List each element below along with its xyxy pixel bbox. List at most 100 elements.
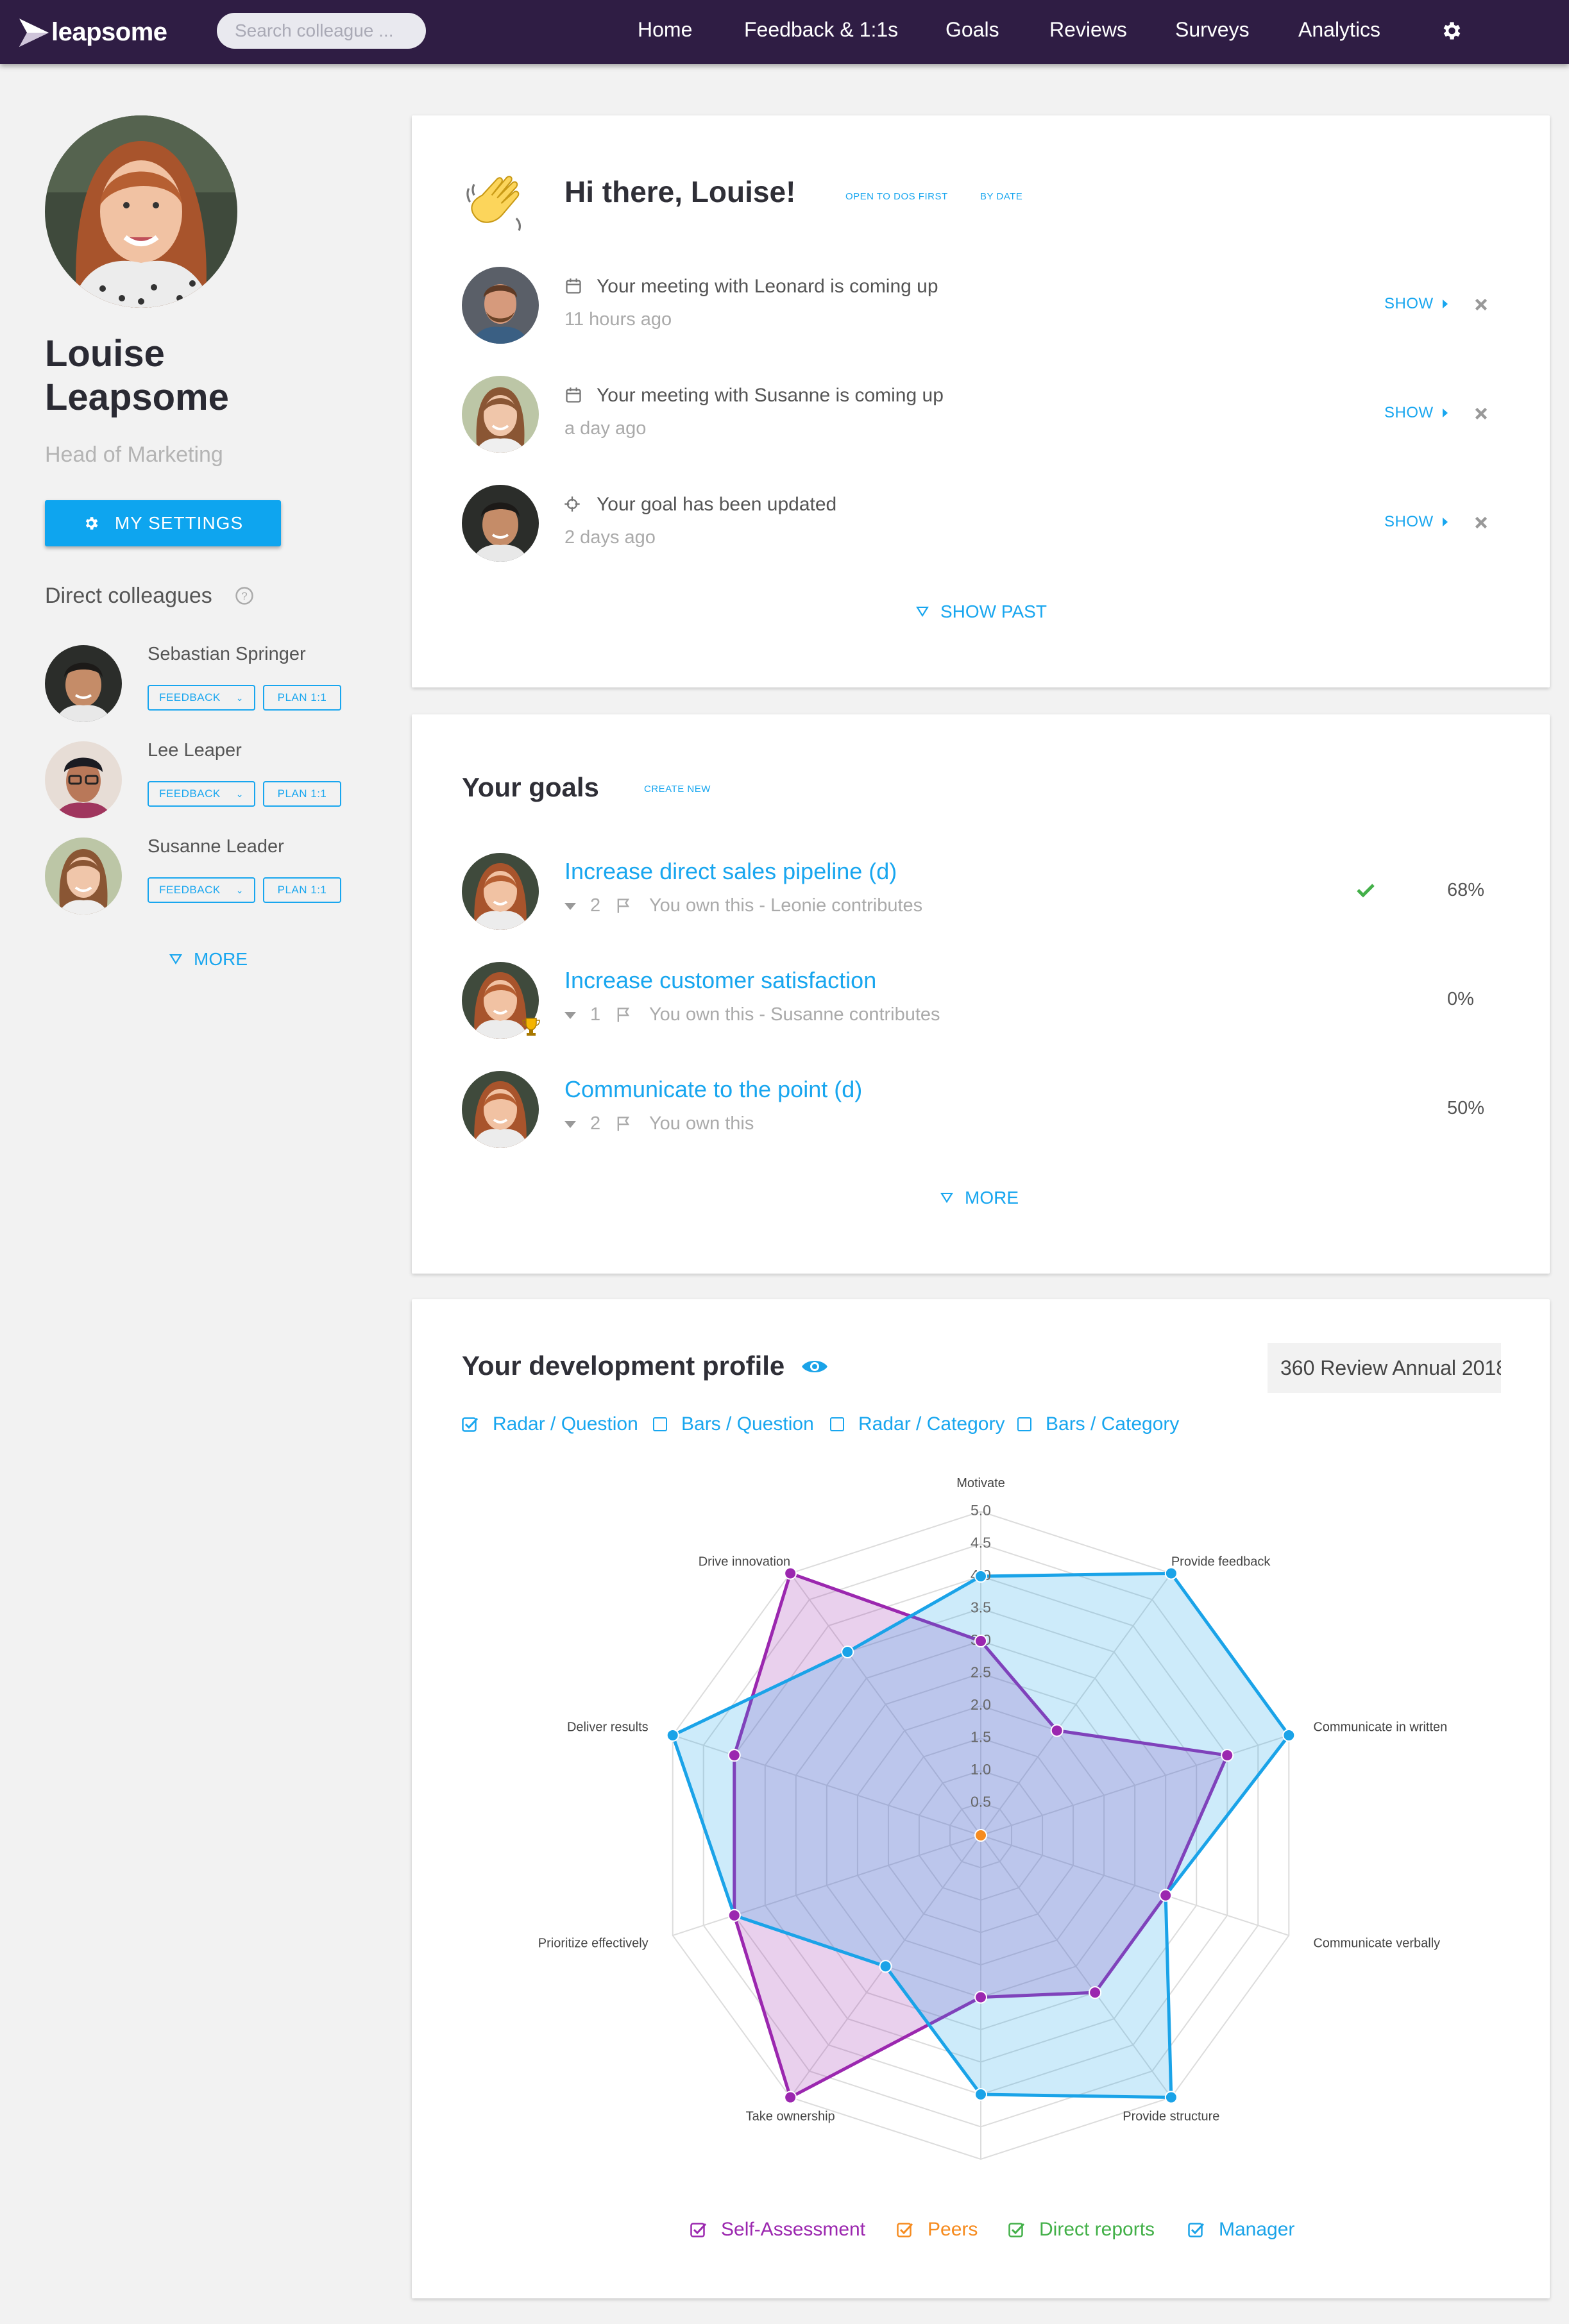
- development-title: Your development profile: [462, 1351, 785, 1381]
- triangle-right-icon: [1442, 518, 1448, 526]
- show-button[interactable]: SHOW: [1384, 513, 1448, 531]
- goal-ownership: You own this - Susanne contributes: [649, 1004, 940, 1025]
- sort-by-date[interactable]: BY DATE: [980, 191, 1023, 202]
- top-navbar: leapsome Home Feedback & 1:1s Goals Revi…: [0, 0, 1569, 64]
- lee-portrait: [45, 741, 122, 818]
- dismiss-icon[interactable]: [1473, 296, 1489, 313]
- radar-point: [974, 1635, 987, 1647]
- colleague-avatar-lee[interactable]: [45, 741, 122, 818]
- help-icon[interactable]: ?: [235, 586, 254, 605]
- gear-icon[interactable]: [1439, 19, 1463, 42]
- profile-role: Head of Marketing: [45, 442, 223, 467]
- checkbox-checked-icon: [1188, 2223, 1205, 2237]
- radar-point: [1164, 2091, 1178, 2104]
- goal-progress: 68%: [1447, 880, 1485, 900]
- more-colleagues-link[interactable]: MORE: [169, 949, 248, 970]
- create-goal-link[interactable]: CREATE NEW: [644, 784, 711, 795]
- feedback-dropdown-button[interactable]: FEEDBACK ⌄: [148, 877, 255, 903]
- goal-title-link[interactable]: Increase customer satisfaction: [564, 967, 877, 993]
- gear-icon: [85, 517, 98, 530]
- avatar: [462, 376, 539, 453]
- greeting-title: Hi there, Louise!: [564, 175, 796, 208]
- profile-avatar[interactable]: [45, 115, 237, 308]
- goals-title: Your goals: [462, 772, 599, 802]
- my-settings-button[interactable]: MY SETTINGS: [45, 500, 281, 546]
- radar-tick-label: 5.0: [971, 1502, 991, 1519]
- nav-feedback[interactable]: Feedback & 1:1s: [744, 18, 899, 41]
- more-label: MORE: [965, 1188, 1019, 1208]
- radar-point: [1282, 1728, 1296, 1742]
- show-label: SHOW: [1384, 404, 1434, 421]
- plan-label: PLAN 1:1: [277, 787, 327, 800]
- radar-point: [727, 1749, 741, 1762]
- leapsome-logo[interactable]: leapsome: [18, 14, 167, 50]
- review-cycle-select[interactable]: 360 Review Annual 2018: [1268, 1343, 1501, 1393]
- show-button[interactable]: SHOW: [1384, 295, 1448, 313]
- flag-icon: [617, 898, 630, 913]
- radar-spoke: [980, 1734, 1289, 1836]
- goal-subgoal-count: 2: [590, 1113, 601, 1134]
- caret-down-icon[interactable]: [564, 903, 576, 910]
- avatar: [462, 1071, 539, 1148]
- sort-open-todos-first[interactable]: OPEN TO DOS FIRST: [845, 191, 948, 202]
- view-radar-category[interactable]: Radar / Category: [830, 1413, 1005, 1435]
- more-goals-link[interactable]: MORE: [940, 1188, 1019, 1208]
- dismiss-icon[interactable]: [1473, 514, 1489, 531]
- colleague-name: Sebastian Springer: [148, 644, 306, 664]
- goal-progress: 0%: [1447, 989, 1474, 1009]
- nav-goals[interactable]: Goals: [946, 18, 999, 41]
- eye-icon[interactable]: [801, 1357, 829, 1376]
- radar-spoke: [790, 1572, 981, 1836]
- notification-time: 2 days ago: [564, 527, 656, 548]
- radar-point: [974, 1829, 987, 1842]
- radar-point: [879, 1960, 892, 1973]
- plan-1on1-button[interactable]: PLAN 1:1: [263, 685, 341, 711]
- nav-surveys[interactable]: Surveys: [1175, 18, 1250, 41]
- legend-peers[interactable]: Peers: [897, 2219, 978, 2241]
- dismiss-icon[interactable]: [1473, 405, 1489, 422]
- search-colleague-input[interactable]: [217, 13, 426, 49]
- show-button[interactable]: SHOW: [1384, 404, 1448, 422]
- logo-bird-icon: [19, 19, 49, 47]
- caret-down-icon[interactable]: [564, 1012, 576, 1019]
- legend-direct-reports[interactable]: Direct reports: [1008, 2219, 1155, 2241]
- goal-subgoal-count: 2: [590, 895, 601, 916]
- radar-point: [841, 1646, 854, 1659]
- more-label: MORE: [194, 949, 248, 969]
- feedback-label: FEEDBACK: [159, 691, 221, 703]
- svg-text:?: ?: [241, 590, 247, 602]
- feedback-dropdown-button[interactable]: FEEDBACK ⌄: [148, 781, 255, 807]
- radar-axis-label: Motivate: [956, 1476, 1005, 1490]
- goal-title-link[interactable]: Increase direct sales pipeline (d): [564, 858, 897, 884]
- leonard-portrait: [462, 267, 539, 344]
- triangle-down-icon: [169, 954, 182, 964]
- radar-tick-label: 2.0: [971, 1696, 991, 1713]
- checkbox-icon: [1017, 1417, 1031, 1431]
- goal-title-link[interactable]: Communicate to the point (d): [564, 1076, 863, 1102]
- radar-chart: 0.51.01.52.02.53.03.54.04.55.0MotivatePr…: [538, 1476, 1447, 2160]
- legend-self-assessment[interactable]: Self-Assessment: [690, 2219, 865, 2241]
- view-radar-question[interactable]: Radar / Question: [462, 1413, 638, 1435]
- calendar-icon: [566, 387, 581, 403]
- profile-name: Louise Leapsome: [45, 332, 229, 419]
- radar-point: [727, 1908, 741, 1922]
- plan-1on1-button[interactable]: PLAN 1:1: [263, 781, 341, 807]
- nav-analytics[interactable]: Analytics: [1298, 18, 1381, 41]
- nav-reviews[interactable]: Reviews: [1049, 18, 1127, 41]
- caret-down-icon[interactable]: [564, 1121, 576, 1128]
- legend-label: Manager: [1219, 2219, 1295, 2240]
- louise-portrait: [462, 1071, 539, 1148]
- show-past-link[interactable]: SHOW PAST: [916, 602, 1047, 622]
- view-bars-category[interactable]: Bars / Category: [1017, 1413, 1179, 1435]
- nav-home[interactable]: Home: [638, 18, 693, 41]
- colleague-avatar-susanne[interactable]: [45, 838, 122, 914]
- notification-text: Your meeting with Leonard is coming up: [597, 276, 938, 297]
- feedback-dropdown-button[interactable]: FEEDBACK ⌄: [148, 685, 255, 711]
- goals-card: Your goals CREATE NEW Increase direct sa…: [412, 714, 1550, 1274]
- colleague-name: Susanne Leader: [148, 836, 284, 857]
- legend-manager[interactable]: Manager: [1188, 2219, 1294, 2241]
- radar-spoke: [672, 1734, 981, 1836]
- colleague-avatar-sebastian[interactable]: [45, 645, 122, 722]
- view-bars-question[interactable]: Bars / Question: [653, 1413, 814, 1435]
- plan-1on1-button[interactable]: PLAN 1:1: [263, 877, 341, 903]
